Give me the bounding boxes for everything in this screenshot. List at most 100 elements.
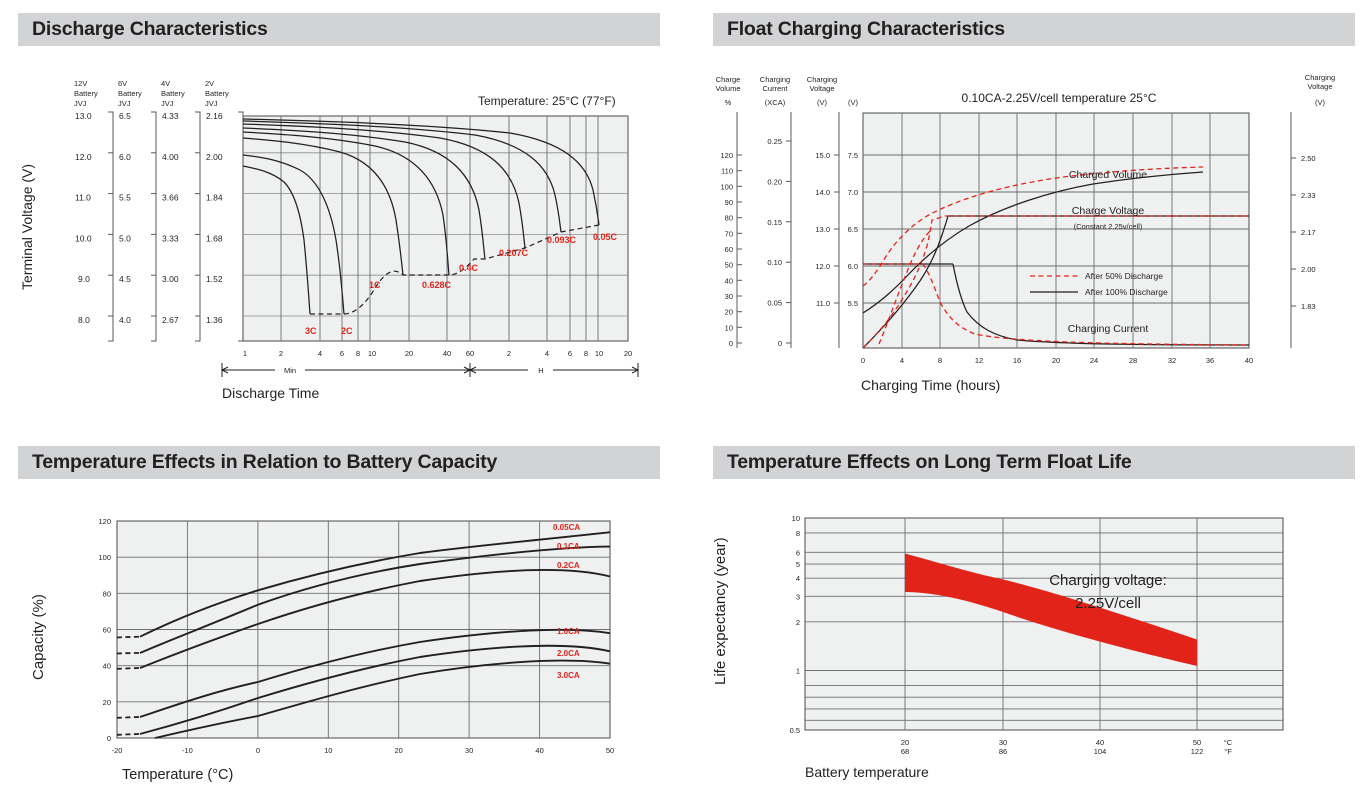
label-charging-current: Charging Current <box>1068 323 1149 335</box>
discharge-envelope <box>310 224 600 315</box>
curve-label-2c: 2C <box>341 326 353 336</box>
scale-4v-h1: 4V <box>161 79 170 88</box>
scale-2v-h2: Battery <box>205 89 229 98</box>
panel-discharge: Discharge Characteristics <box>18 13 660 46</box>
fx-5: 20 <box>1052 356 1060 365</box>
scale-6v-v2: 5.5 <box>119 193 131 203</box>
curve-label-005c: 0.05C <box>593 232 618 242</box>
fv-0: 120 <box>720 151 733 160</box>
floatlife-x-ticks: 20 68 30 86 40 104 50 122 °C °F <box>901 738 1233 756</box>
scale-2v-v3: 1.68 <box>206 233 223 243</box>
fc-0: 0.25 <box>767 137 782 146</box>
fh-cur-2: Current <box>762 84 788 93</box>
curve-label-0207c: 0.207C <box>499 248 529 258</box>
dx-tick-0: 1 <box>243 349 247 358</box>
float-scale-headers: Charge Volume % Charging Current (XCA) C… <box>715 73 1335 107</box>
legend-label-50: After 50% Discharge <box>1085 271 1163 281</box>
discharge-y-axis-title: Terminal Voltage (V) <box>19 164 35 290</box>
float-x-axis-title: Charging Time (hours) <box>861 377 1000 393</box>
scale-2v-h3: JVJ <box>205 99 218 108</box>
fx-9: 36 <box>1206 356 1214 365</box>
fh-vol-2: Volume <box>715 84 740 93</box>
scale-12v-h3: JVJ <box>74 99 87 108</box>
dx-tick-12: 8 <box>584 349 588 358</box>
dx-tick-1: 2 <box>279 349 283 358</box>
scale-4v-v0: 4.33 <box>162 111 179 121</box>
fx-1: 4 <box>900 356 904 365</box>
scale-6v-v3: 5.0 <box>119 233 131 243</box>
curve-label-3c: 3C <box>305 326 317 336</box>
label-charge-voltage: Charge Voltage <box>1072 205 1145 217</box>
fh-plot-unit: (V) <box>848 98 859 107</box>
discharge-plot-area <box>242 115 629 342</box>
scale-4v-v1: 4.00 <box>162 152 179 162</box>
tempcap-curve-labels: 0.05CA 0.1CA 0.2CA 1.0CA 2.0CA 3.0CA <box>553 523 580 680</box>
tc-label-30ca: 3.0CA <box>557 671 580 680</box>
tempcap-title: Temperature Effects in Relation to Batte… <box>32 451 498 473</box>
flx-1-c: 30 <box>999 738 1007 747</box>
frs-2: 2.17 <box>1301 228 1316 237</box>
flx-1-f: 86 <box>999 747 1007 756</box>
fx-7: 28 <box>1129 356 1137 365</box>
float-curve-labels: Charged Volume Charge Voltage (Constant … <box>1068 169 1149 335</box>
curve-label-1c: 1C <box>369 280 381 290</box>
float-legend: After 50% Discharge After 100% Discharge <box>1030 271 1168 297</box>
tcy-0: 120 <box>98 517 111 526</box>
fv-12: 0 <box>729 339 733 348</box>
discharge-banner: Discharge Characteristics <box>18 13 660 46</box>
fly-10: 10 <box>792 514 800 523</box>
tempcap-banner: Temperature Effects in Relation to Batte… <box>18 446 660 479</box>
tcy-5: 20 <box>103 698 111 707</box>
scale-12v-v1: 12.0 <box>75 152 92 162</box>
scale-2v-v5: 1.36 <box>206 315 223 325</box>
discharge-title: Discharge Characteristics <box>32 18 268 40</box>
discharge-range-bars <box>220 363 640 377</box>
fpl-4: 5.5 <box>848 299 858 308</box>
fv-7: 50 <box>725 261 733 270</box>
curve-label-0093c: 0.093C <box>547 235 577 245</box>
tcx-1: -10 <box>182 746 193 755</box>
scale-values: 13.0 12.0 11.0 10.0 9.0 8.0 6.5 6.0 5.5 … <box>75 111 223 325</box>
floatlife-vgrid <box>904 518 1198 730</box>
fly-6: 6 <box>796 548 800 557</box>
float-scale-current: 0.25 0.20 0.15 0.10 0.05 0 <box>767 112 792 348</box>
tcx-5: 30 <box>465 746 473 755</box>
fpl-3: 6.0 <box>848 262 858 271</box>
tcx-3: 10 <box>324 746 332 755</box>
discharge-curves <box>242 118 600 315</box>
scale-4v-v5: 2.67 <box>162 315 179 325</box>
floatlife-title: Temperature Effects on Long Term Float L… <box>727 451 1132 473</box>
scale-12v-v5: 8.0 <box>78 315 90 325</box>
dx-tick-4: 8 <box>356 349 360 358</box>
tcy-6: 0 <box>107 734 111 743</box>
fc-1: 0.20 <box>767 177 782 186</box>
fv-4: 80 <box>725 214 733 223</box>
fh-volt-2: Voltage <box>809 84 834 93</box>
fvt-0: 15.0 <box>815 151 830 160</box>
dx-tick-10: 4 <box>545 349 549 358</box>
floatlife-annot-1: Charging voltage: <box>1049 572 1167 589</box>
tempcap-y-axis-title: Capacity (%) <box>30 594 47 680</box>
panel-tempcap: Temperature Effects in Relation to Batte… <box>18 446 660 479</box>
tempcap-curves <box>139 531 611 739</box>
frs-3: 2.00 <box>1301 265 1316 274</box>
scale-12v-v4: 9.0 <box>78 274 90 284</box>
panel-floatlife: Temperature Effects on Long Term Float L… <box>713 446 1355 479</box>
float-annotation: 0.10CA-2.25V/cell temperature 25°C <box>962 91 1157 105</box>
tempcap-y-ticks: 120 100 80 60 40 20 0 <box>98 517 111 743</box>
tc-label-20ca: 2.0CA <box>557 649 580 658</box>
fly-05: 0.5 <box>790 726 800 735</box>
tempcap-x-axis-title: Temperature (°C) <box>122 767 233 783</box>
fpl-0: 7.5 <box>848 151 858 160</box>
scale-4v-v2: 3.66 <box>162 193 179 203</box>
curve-label-0628c: 0.628C <box>422 280 452 290</box>
scale-12v-v3: 10.0 <box>75 233 92 243</box>
fc-3: 0.10 <box>767 258 782 267</box>
fx-10: 40 <box>1245 356 1253 365</box>
frs-1: 2.33 <box>1301 191 1316 200</box>
fly-5: 5 <box>796 560 800 569</box>
tcy-3: 60 <box>103 626 111 635</box>
dx-tick-3: 6 <box>340 349 344 358</box>
discharge-chart: 12V Battery JVJ 6V Battery JVJ 4V Batter… <box>0 60 683 410</box>
float-chart: Charge Volume % Charging Current (XCA) C… <box>683 60 1365 410</box>
